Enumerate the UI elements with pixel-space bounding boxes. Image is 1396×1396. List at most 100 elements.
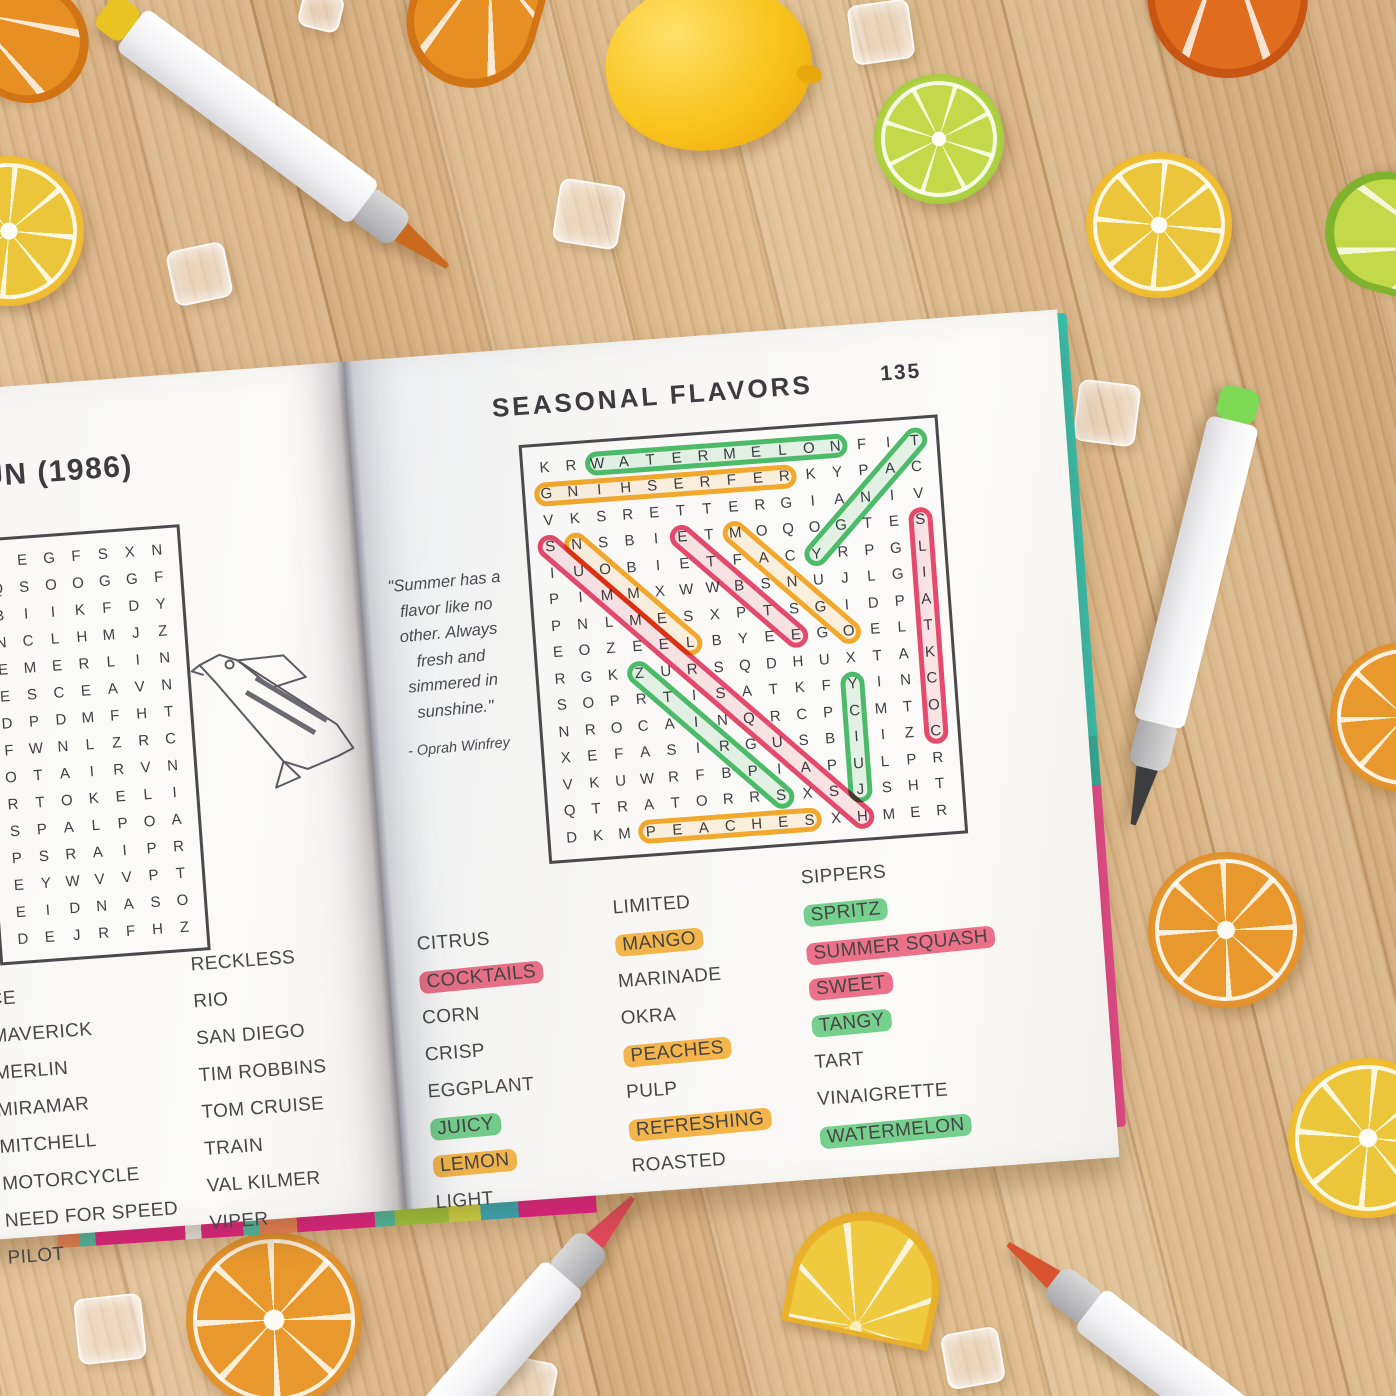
grid-letter: X — [124, 543, 136, 562]
ice-cube-icon — [296, 0, 346, 35]
ice-cube-icon — [164, 240, 235, 308]
grid-letter: L — [142, 785, 153, 804]
word-list-col2: LIMITED MANGO MARINADE OKRA PEACHES PULP REFRE… — [611, 879, 775, 1185]
quote-block: "Summer has a flavor like no other. Always… — [364, 563, 539, 766]
grid-letter: C — [22, 632, 35, 650]
grid-letter: T — [34, 793, 46, 812]
grid-letter: A — [92, 843, 104, 862]
grid-letter: E — [16, 551, 28, 570]
grid-letter: E — [15, 903, 27, 922]
word-list-item: VIPER — [208, 1208, 270, 1234]
grid-letter: A — [123, 895, 135, 914]
grid-letter: I — [171, 784, 178, 802]
grid-letter: L — [106, 653, 116, 671]
grid-letter: E — [13, 876, 25, 895]
grid-letter: E — [115, 787, 127, 806]
left-word-list-col1: CE MAVERICK MERLIN MIRAMAR MITCHELL MOTORCYCL… — [0, 969, 182, 1277]
orange-slice-icon — [1330, 642, 1396, 792]
grid-letter: V — [140, 758, 152, 777]
grid-letter: R — [112, 760, 125, 779]
grid-letter: T — [163, 703, 174, 721]
grid-letter: G — [98, 572, 112, 591]
grid-letter: Z — [111, 734, 122, 752]
left-page: GUN (1986) XEGFSXNQSOOGGFBIIKFDYNCLHMJZE… — [0, 361, 407, 1268]
grid-letter: E — [44, 928, 56, 947]
orange-slice-icon — [186, 1232, 362, 1396]
grid-letter: H — [135, 705, 148, 723]
grid-letter: O — [4, 768, 18, 787]
orange-wedge-icon — [1145, 0, 1311, 81]
ice-cube-icon — [72, 1292, 148, 1366]
grid-letter: Z — [179, 918, 190, 937]
grid-letter: N — [150, 541, 163, 560]
grid-letter: K — [74, 601, 86, 620]
grid-letter: P — [36, 820, 48, 839]
grid-letter: P — [11, 849, 23, 868]
grid-letter: S — [26, 686, 38, 704]
grid-letter: T — [32, 766, 44, 785]
grid-letter: E — [0, 688, 11, 706]
orange-slice-icon — [1148, 852, 1304, 1008]
grid-letter: T — [175, 864, 186, 883]
grid-letter: H — [75, 628, 88, 647]
lime-wedge-icon — [1311, 158, 1396, 308]
grid-letter: Z — [157, 622, 168, 641]
grid-letter: S — [97, 545, 109, 564]
quote-attribution: - Oprah Winfrey — [407, 735, 511, 761]
page-number: 135 — [879, 359, 923, 386]
found-word-mark-summer-squash — [532, 529, 880, 834]
found-word-mark-tangy — [799, 423, 932, 572]
grid-letter: O — [143, 812, 157, 831]
ice-cube-icon — [1072, 378, 1142, 448]
puzzle-title: SEASONAL FLAVORS — [490, 369, 814, 423]
found-word-mark-sweet — [665, 519, 814, 653]
grid-letter: P — [117, 814, 129, 833]
grid-letter: K — [88, 789, 100, 808]
fighter-jet-sketch-icon — [190, 653, 355, 789]
lime-slice-icon — [874, 74, 1004, 204]
grid-letter: N — [56, 737, 69, 756]
grid-letter: N — [166, 756, 179, 775]
grid-letter: A — [107, 680, 119, 698]
grid-letter: W — [65, 872, 81, 891]
grid-letter: F — [101, 599, 113, 618]
grid-letter: C — [164, 730, 177, 748]
found-word-mark-watermelon — [583, 433, 849, 477]
lemon-icon — [595, 0, 823, 164]
grid-letter: M — [23, 659, 37, 677]
grid-letter: G — [42, 549, 56, 568]
grid-letter: S — [18, 578, 30, 597]
grid-letter: N — [160, 676, 173, 694]
grid-letter: I — [121, 841, 128, 860]
grid-letter: O — [44, 576, 58, 595]
grid-letter: E — [51, 657, 63, 675]
found-word-mark-mango — [717, 515, 867, 649]
ice-cube-icon — [846, 0, 916, 67]
grid-letter: L — [90, 816, 101, 835]
left-word-list-col2: RECKLESS RIO SAN DIEGO TIM ROBBINS TOM CRUIS… — [189, 937, 338, 1242]
grid-letter: N — [95, 897, 108, 916]
grid-letter: P — [28, 713, 40, 731]
grid-letter: I — [89, 763, 95, 781]
grid-letter: F — [125, 922, 136, 941]
grid-letter: F — [3, 741, 15, 760]
grid-letter: O — [60, 791, 74, 810]
grid-letter: V — [134, 678, 146, 696]
word-list-col3: SIPPERS SPRITZ SUMMER SQUASH SWEET TANGY TART… — [800, 846, 1010, 1155]
grid-letter: R — [137, 732, 150, 750]
puzzle-book: GUN (1986) XEGFSXNQSOOGGFBIIKFDYNCLHMJZE… — [0, 309, 1127, 1268]
left-puzzle-title: GUN (1986) — [0, 449, 134, 496]
ice-cube-icon — [551, 177, 627, 251]
found-word-mark-juicy — [839, 670, 874, 804]
lemon-slice-icon — [1288, 1058, 1396, 1218]
grid-letter: D — [1, 714, 14, 733]
grid-letter: R — [97, 924, 110, 943]
found-word-mark-refreshing — [533, 463, 798, 507]
grid-letter: V — [94, 870, 106, 889]
grid-letter: O — [176, 891, 189, 910]
grid-letter: I — [23, 605, 29, 623]
lemon-slice-icon — [1086, 152, 1232, 298]
left-wordsearch-grid: XEGFSXNQSOOGGFBIIKFDYNCLHMJZEMERLINESCEA… — [0, 524, 211, 966]
